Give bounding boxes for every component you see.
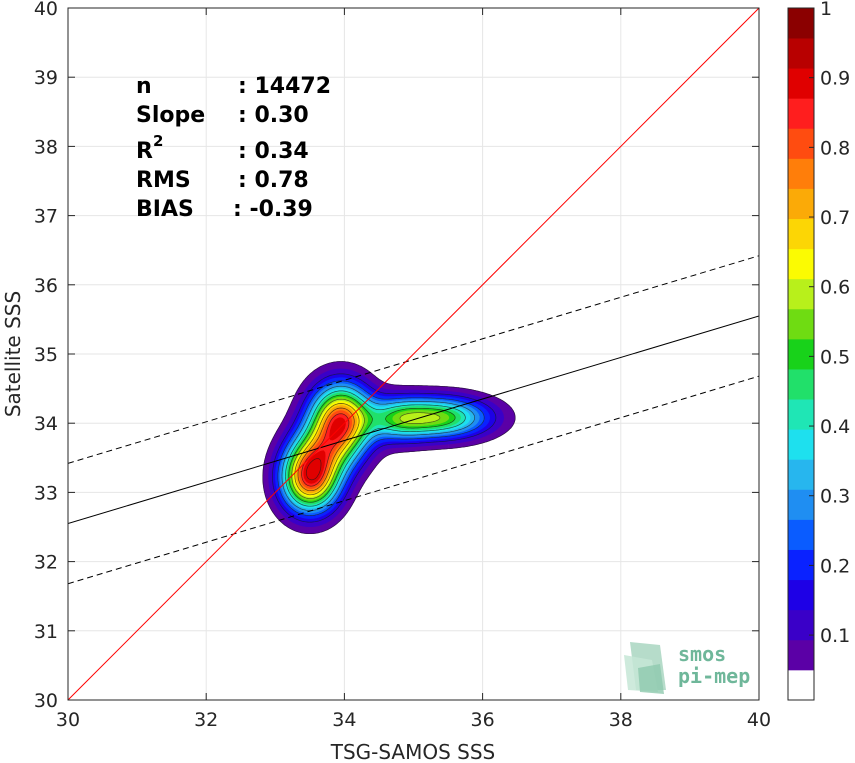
logo-line-2: pi-mep	[678, 664, 750, 688]
colorbar-segment	[788, 519, 814, 550]
colorbar-segment	[788, 429, 814, 460]
y-tick-label: 35	[34, 344, 58, 366]
contour-line-5	[277, 380, 485, 516]
colorbar-segment	[788, 278, 814, 310]
y-tick-label: 36	[34, 275, 58, 297]
colorbar-tick-label: 0.5	[820, 346, 850, 368]
colorbar-tick-label: 1	[820, 0, 832, 20]
colorbar-segment	[788, 369, 814, 400]
smos-pi-mep-logo: smos pi-mep	[624, 642, 750, 694]
colorbar-frame	[787, 7, 815, 701]
colorbar-segment	[788, 609, 814, 641]
x-axis-title: TSG-SAMOS SSS	[330, 740, 496, 763]
colorbar-tick-label: 0.2	[820, 555, 850, 577]
contour-line-3	[272, 373, 497, 523]
contour-line-1	[262, 361, 516, 535]
colorbar-segment	[788, 579, 814, 611]
colorbar-segment	[788, 459, 814, 490]
logo-line-1: smos	[678, 642, 726, 666]
stat-rms-label: RMS	[136, 168, 191, 193]
colorbar-segment	[788, 338, 814, 370]
x-tick-label: 36	[471, 709, 495, 731]
y-tick-label: 34	[34, 413, 58, 435]
contour-line-7	[281, 385, 475, 511]
fit-lower-dashed-line	[68, 375, 759, 585]
stat-r2-value: : 0.34	[238, 139, 309, 164]
colorbar-segment	[788, 128, 814, 159]
y-tick-label: 31	[34, 621, 58, 643]
colorbar-segment	[788, 218, 814, 250]
contour-line-17	[297, 407, 355, 492]
y-axis-title: Satellite SSS	[1, 291, 25, 417]
x-tick-label: 30	[56, 709, 80, 731]
colorbar-tick-label: 0.9	[820, 68, 850, 90]
x-tick-label: 40	[747, 709, 771, 731]
contour-line-15	[294, 403, 360, 496]
x-tick-label: 38	[609, 709, 633, 731]
stat-n-value: : 14472	[238, 74, 331, 99]
colorbar-tick-label: 0.8	[820, 137, 850, 159]
colorbar-tick-label: 0.1	[820, 625, 850, 647]
colorbar-segment	[788, 549, 814, 581]
contour-line-21	[305, 458, 322, 481]
contour-line-9	[285, 390, 466, 507]
regression-lines	[68, 8, 759, 700]
colorbar-tick-label: 0.7	[820, 207, 850, 229]
colorbar-segment	[788, 68, 814, 99]
colorbar-tick-label: 0.3	[820, 486, 850, 508]
y-tick-label: 33	[34, 482, 58, 504]
y-tick-label: 39	[34, 67, 58, 89]
colorbar-segment	[788, 38, 814, 69]
colorbar-segment	[788, 158, 814, 189]
y-tick-label: 32	[34, 552, 58, 574]
colorbar-segment	[788, 248, 814, 280]
fit-line	[68, 315, 759, 525]
stat-slope-label: Slope	[136, 103, 205, 128]
colorbar-tick-label: 0.6	[820, 277, 850, 299]
stat-rms-value: : 0.78	[238, 168, 309, 193]
stat-bias-value: : -0.39	[233, 197, 313, 222]
stat-r2-sup: 2	[153, 132, 163, 150]
stat-n-label: n	[136, 74, 152, 99]
colorbar-segment	[788, 8, 814, 39]
stats-box: n : 14472 Slope : 0.30 R 2 : 0.34 RMS : …	[136, 74, 331, 222]
stat-slope-value: : 0.30	[238, 103, 309, 128]
contour-line-19	[301, 413, 350, 487]
colorbar-segment	[788, 669, 814, 701]
stat-r2-label: R	[136, 139, 153, 164]
colorbar-segment	[788, 489, 814, 520]
x-tick-label: 32	[194, 709, 218, 731]
x-tick-label: 34	[332, 709, 356, 731]
y-tick-label: 40	[34, 0, 58, 20]
colorbar: 0.1 0.2 0.3 0.4 0.5 0.6 0.7 0.8 0.9 1	[787, 0, 850, 701]
y-axis: 30 31 32 33 34 35 36 37 38 39 40	[34, 0, 759, 712]
y-tick-label: 30	[34, 690, 58, 712]
colorbar-segment	[788, 308, 814, 340]
density-contours	[262, 361, 516, 535]
colorbar-tick-label: 0.4	[820, 416, 850, 438]
stat-bias-label: BIAS	[136, 197, 194, 222]
y-tick-label: 38	[34, 136, 58, 158]
contour-line-11	[288, 394, 456, 503]
fit-upper-dashed-line	[68, 255, 759, 464]
y-tick-label: 37	[34, 206, 58, 228]
colorbar-segment	[788, 399, 814, 430]
colorbar-segment	[788, 98, 814, 129]
identity-line	[68, 8, 759, 700]
x-axis: 30 32 34 36 38 40	[56, 8, 771, 731]
colorbar-segment	[788, 188, 814, 220]
colorbar-segment	[788, 639, 814, 671]
